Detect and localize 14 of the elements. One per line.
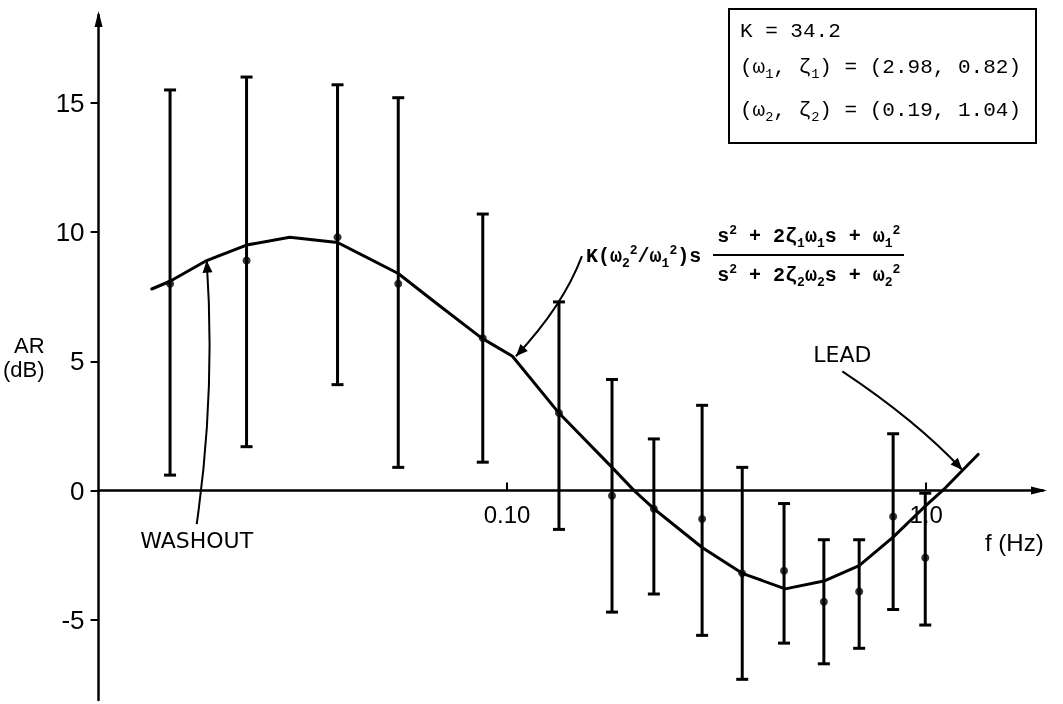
annotation: K = 34.2 — [739, 19, 842, 45]
x-tick-label: 0.10 — [483, 501, 531, 529]
x-axis-title: f (Hz) — [985, 529, 1044, 557]
y-tick-label: -5 — [61, 604, 85, 635]
annotation: LEAD — [813, 342, 872, 368]
annotation: (ω$_{2}$, ζ$_{2}$) = (0.19, 1.04) — [739, 98, 1021, 128]
annotation: WASHOUT — [140, 528, 254, 554]
y-tick-label: 10 — [55, 217, 85, 248]
annotation: K(ω$_{2}$$^{2}$/ω$_{1}$$^{2}$)s — [585, 242, 702, 271]
y-tick-label: 0 — [70, 475, 85, 506]
y-tick-label: 5 — [70, 346, 85, 377]
y-tick-label: 15 — [55, 87, 85, 118]
y-axis-title: AR (dB) — [3, 333, 45, 382]
annotation: (ω$_{1}$, ζ$_{1}$) = (2.98, 0.82) — [739, 55, 1021, 85]
